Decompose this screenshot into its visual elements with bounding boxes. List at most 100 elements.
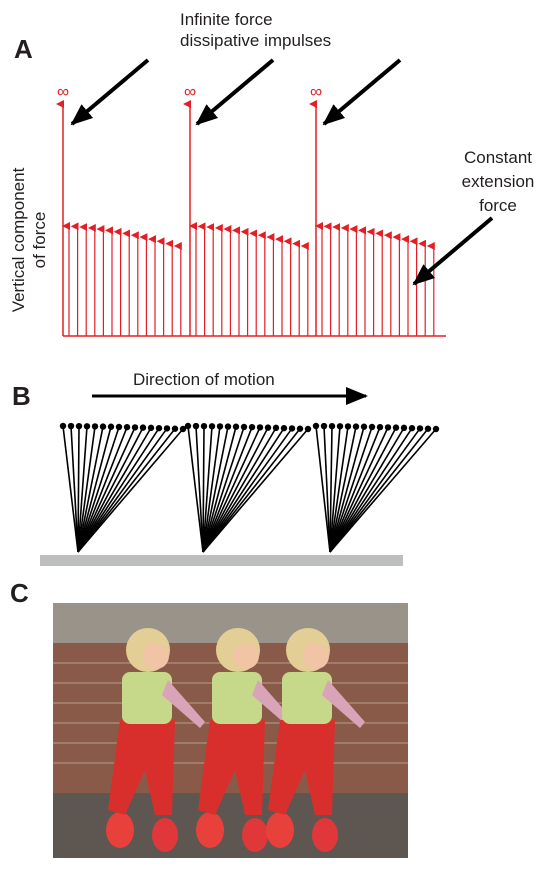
infinity-mark: ∞ bbox=[57, 82, 69, 101]
leg bbox=[77, 427, 136, 553]
leg bbox=[77, 427, 160, 553]
hip bbox=[179, 425, 187, 433]
leg bbox=[202, 427, 261, 553]
boot bbox=[106, 812, 134, 848]
hip bbox=[155, 424, 163, 432]
hip bbox=[131, 424, 139, 431]
trousers bbox=[198, 720, 265, 815]
pointer-arrow bbox=[412, 216, 494, 286]
impulse-label: Infinite force dissipative impulses bbox=[180, 10, 331, 50]
hip bbox=[384, 424, 392, 431]
leg bbox=[329, 427, 421, 553]
hip bbox=[424, 425, 432, 432]
leg bbox=[202, 426, 245, 553]
leg bbox=[329, 426, 381, 553]
hip bbox=[344, 423, 352, 430]
leg bbox=[329, 427, 397, 553]
hip bbox=[352, 423, 360, 430]
hip bbox=[200, 422, 208, 430]
panel-label: C bbox=[10, 578, 29, 608]
leg bbox=[202, 427, 285, 553]
hip bbox=[147, 424, 155, 432]
leg bbox=[187, 425, 204, 553]
face bbox=[233, 643, 259, 669]
boot bbox=[196, 812, 224, 848]
leg bbox=[329, 426, 373, 553]
hip bbox=[192, 422, 200, 430]
leg bbox=[329, 426, 357, 553]
boot bbox=[242, 818, 268, 852]
leg bbox=[77, 427, 168, 553]
leg bbox=[202, 427, 293, 553]
pointer-arrow bbox=[70, 58, 150, 126]
leg bbox=[202, 426, 221, 553]
leg bbox=[202, 427, 277, 553]
leg bbox=[329, 426, 365, 553]
hip bbox=[392, 424, 400, 431]
hip bbox=[408, 424, 416, 432]
vest bbox=[282, 672, 332, 724]
leg bbox=[77, 426, 88, 553]
hip bbox=[368, 423, 376, 431]
hip bbox=[336, 423, 344, 430]
leg bbox=[77, 426, 104, 553]
leg bbox=[77, 427, 144, 553]
hip bbox=[59, 422, 67, 430]
hip bbox=[376, 423, 384, 431]
infinity-mark: ∞ bbox=[184, 82, 196, 101]
pointer-arrow bbox=[195, 58, 275, 126]
leg bbox=[202, 426, 237, 553]
arm bbox=[322, 680, 365, 728]
motion-label: Direction of motion bbox=[133, 370, 275, 389]
leg bbox=[329, 427, 405, 553]
leg bbox=[62, 425, 79, 553]
vest bbox=[212, 672, 262, 724]
hip bbox=[107, 423, 115, 430]
trousers bbox=[108, 720, 175, 815]
trousers bbox=[268, 720, 335, 815]
hip bbox=[296, 425, 304, 432]
leg bbox=[202, 428, 309, 553]
hip bbox=[171, 425, 179, 432]
leg-fans bbox=[59, 422, 440, 553]
leg bbox=[77, 426, 112, 553]
leg bbox=[70, 426, 79, 553]
leg bbox=[329, 426, 349, 553]
hip bbox=[328, 422, 336, 430]
hip bbox=[264, 424, 272, 431]
leg bbox=[323, 426, 331, 553]
leg bbox=[329, 427, 413, 553]
hip bbox=[115, 423, 123, 431]
leg bbox=[77, 426, 80, 553]
hip bbox=[99, 423, 107, 430]
hip bbox=[416, 425, 424, 432]
leg bbox=[202, 426, 229, 553]
hip bbox=[360, 423, 368, 430]
hip bbox=[224, 423, 232, 430]
face bbox=[303, 643, 329, 669]
leg bbox=[329, 427, 389, 553]
boot bbox=[152, 818, 178, 852]
hip bbox=[208, 423, 216, 430]
hip bbox=[67, 422, 75, 430]
leg bbox=[329, 426, 333, 553]
leg bbox=[329, 426, 341, 553]
panel-label: A bbox=[14, 34, 33, 64]
hip bbox=[256, 424, 264, 431]
leg bbox=[77, 427, 152, 553]
leg bbox=[195, 426, 204, 553]
leg bbox=[329, 428, 437, 553]
hip bbox=[232, 423, 240, 430]
pointer-arrow bbox=[322, 58, 402, 126]
boot bbox=[266, 812, 294, 848]
vest bbox=[122, 672, 172, 724]
hip bbox=[400, 424, 408, 432]
boot bbox=[312, 818, 338, 852]
hip bbox=[320, 422, 328, 430]
hip bbox=[312, 422, 320, 430]
force-arrows bbox=[56, 100, 446, 337]
leg bbox=[77, 426, 96, 553]
hip bbox=[272, 424, 280, 432]
hip bbox=[139, 424, 147, 431]
